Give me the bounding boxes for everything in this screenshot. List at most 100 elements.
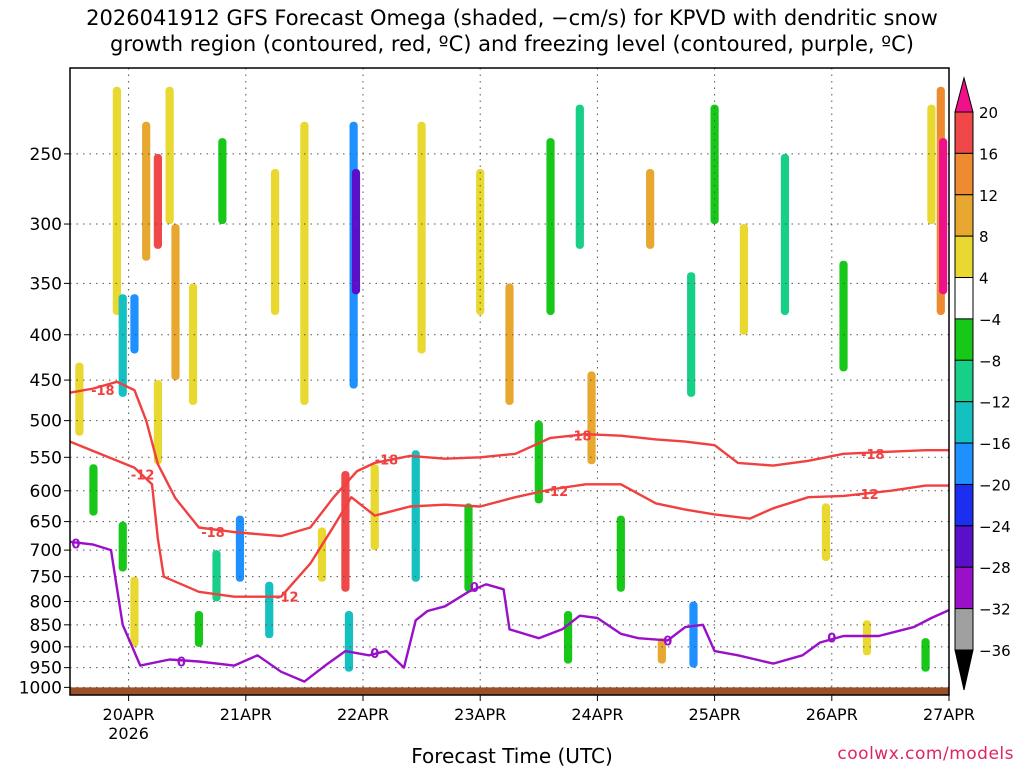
omega-cell <box>563 611 573 664</box>
omega-cell <box>317 527 327 582</box>
y-tick-label: 550 <box>30 448 62 468</box>
colorbar-top-triangle <box>954 76 974 113</box>
omega-cell <box>89 464 98 516</box>
omega-cell <box>218 138 227 225</box>
omega-cell <box>687 272 696 397</box>
x-tick-label: 21APR <box>220 705 272 724</box>
omega-cell <box>411 450 420 582</box>
contour-label: -18 <box>861 448 885 463</box>
contour-label: 0 <box>370 647 379 662</box>
plot-frame <box>69 67 950 696</box>
omega-cell <box>118 521 127 572</box>
colorbar-label: 8 <box>979 228 989 246</box>
omega-cell <box>862 620 872 656</box>
omega-cell <box>546 138 555 316</box>
colorbar-label: −16 <box>979 435 1011 453</box>
colorbar-box <box>954 111 974 154</box>
y-tick-label: 450 <box>30 371 62 391</box>
omega-cell <box>587 371 596 465</box>
y-tick-label: 600 <box>30 482 62 502</box>
omega-cell <box>821 503 831 561</box>
contour-label: 0 <box>177 656 186 671</box>
omega-cell <box>153 380 163 465</box>
chart-title-line-2: growth region (contoured, red, ºC) and f… <box>110 32 914 56</box>
contour-label: -12 <box>131 468 155 483</box>
x-tick-label: 25APR <box>689 705 741 724</box>
x-tick-label: 24APR <box>571 705 623 724</box>
y-tick-label: 900 <box>30 638 62 658</box>
omega-cell <box>464 503 473 592</box>
omega-cell <box>417 121 426 354</box>
omega-cell <box>130 576 139 647</box>
colorbar-box <box>954 442 974 485</box>
contour-label: -18 <box>91 384 115 399</box>
y-tick-label: 1000 <box>19 678 62 698</box>
contour-label: 0 <box>470 581 479 596</box>
colorbar-box <box>954 401 974 444</box>
colorbar-label: −36 <box>979 642 1011 660</box>
colorbar-box <box>954 152 974 196</box>
y-tick-label: 950 <box>30 659 62 679</box>
y-tick-label: 500 <box>30 412 62 432</box>
omega-cell <box>921 638 930 672</box>
omega-cell <box>235 515 245 582</box>
y-tick-label: 300 <box>30 215 62 235</box>
omega-cell <box>927 104 936 225</box>
x-axis-label: Forecast Time (UTC) <box>411 744 613 768</box>
colorbar-label: 12 <box>979 187 998 205</box>
colorbar-box <box>954 235 974 279</box>
contour-label: -18 <box>375 453 399 468</box>
omega-cell <box>153 153 163 249</box>
contour-line <box>69 380 949 538</box>
x-tick-label: 27APR <box>923 705 975 724</box>
omega-cell <box>351 168 361 295</box>
omega-cell <box>344 611 354 672</box>
y-tick-label: 350 <box>30 274 62 294</box>
colorbar-box <box>954 483 974 527</box>
colorbar-label: −8 <box>979 352 1001 370</box>
omega-cell <box>130 294 139 354</box>
colorbar-label: 20 <box>979 104 998 122</box>
colorbar-label: 16 <box>979 145 998 163</box>
x-tick-label: 22APR <box>337 705 389 724</box>
x-tick-label: 23APR <box>454 705 506 724</box>
y-tick-label: 800 <box>30 593 62 613</box>
omega-cell <box>171 224 180 381</box>
contour-line <box>69 540 950 683</box>
omega-cell <box>739 224 749 335</box>
omega-cell <box>112 86 121 316</box>
colorbar-label: −12 <box>979 394 1011 412</box>
omega-cell <box>780 153 790 316</box>
contour-label: 0 <box>663 634 672 649</box>
omega-cell <box>616 515 625 592</box>
x-tick-label: 20APR <box>103 705 155 724</box>
colorbar-label: −24 <box>979 518 1011 536</box>
omega-cell <box>689 601 698 668</box>
omega-cell <box>270 168 280 316</box>
omega-cell <box>370 464 379 551</box>
contour-line <box>69 440 949 598</box>
colorbar-box <box>954 566 974 610</box>
omega-cell <box>341 471 350 592</box>
terrain-strip <box>70 687 949 695</box>
colorbar-label: −28 <box>979 559 1011 577</box>
colorbar-box <box>954 525 974 568</box>
y-tick-label: 750 <box>30 568 62 588</box>
omega-cell <box>646 168 655 249</box>
omega-cell <box>165 86 174 225</box>
omega-cell <box>657 638 666 664</box>
colorbar-label: −32 <box>979 601 1011 619</box>
contour-label: -18 <box>568 430 592 445</box>
colorbar-label: −20 <box>979 476 1011 494</box>
omega-cell <box>839 260 848 372</box>
y-tick-label: 400 <box>30 326 62 346</box>
colorbar-bottom-triangle <box>954 649 974 691</box>
colorbar-box <box>954 318 974 361</box>
colorbar-box <box>954 359 974 403</box>
omega-cell <box>142 121 151 261</box>
contour-label: -12 <box>545 485 569 500</box>
omega-cell <box>476 168 485 316</box>
omega-cell <box>75 362 84 436</box>
omega-cell <box>194 611 204 647</box>
